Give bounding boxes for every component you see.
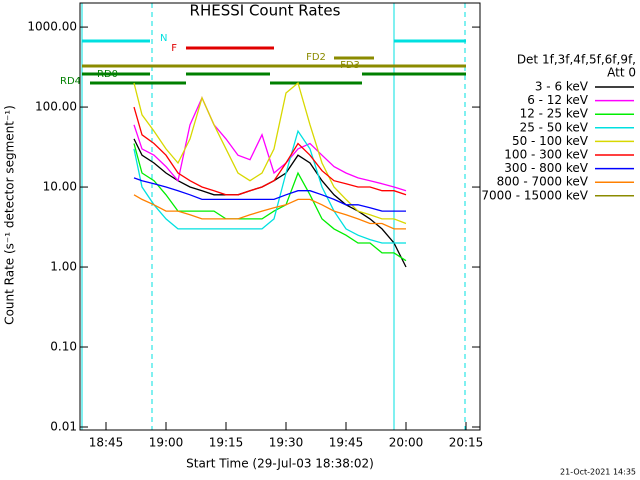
plot-frame [79, 2, 481, 431]
legend-label: 25 - 50 keV [520, 120, 589, 134]
flag-label: RD0 [97, 69, 118, 80]
y-tick-label: 1.00 [50, 260, 77, 274]
legend-header: Att 0 [607, 66, 636, 80]
x-tick-label: 20:00 [389, 436, 424, 450]
flag-label: RD4 [60, 76, 81, 87]
x-tick-label: 20:15 [449, 436, 484, 450]
legend-label: 100 - 300 keV [504, 148, 588, 162]
y-tick-label: 100.00 [35, 100, 77, 114]
legend-label: 300 - 800 keV [504, 161, 588, 175]
flag-label: FD3 [340, 60, 360, 71]
y-tick-label: 0.01 [50, 420, 77, 434]
series-line [133, 81, 407, 225]
flag-label: F [171, 43, 177, 54]
legend-label: 6 - 12 keV [527, 93, 589, 107]
footer: 21-Oct-2021 14:35 [560, 468, 636, 477]
legend-label: 3 - 6 keV [535, 80, 589, 94]
x-tick-label: 19:15 [209, 436, 244, 450]
legend-label: 12 - 25 keV [520, 107, 589, 121]
legend-label: 7000 - 15000 keV [481, 188, 588, 202]
legend-label: 50 - 100 keV [512, 134, 589, 148]
y-tick-label: 10.00 [43, 180, 77, 194]
series-line [133, 194, 406, 230]
y-tick-label: 0.10 [50, 340, 77, 354]
flag-label: FD2 [306, 52, 326, 63]
legend-header: Det 1f,3f,4f,5f,6f,9f, [517, 53, 636, 67]
x-tick-label: 19:30 [269, 436, 304, 450]
y-axis-label: Count Rate (s⁻¹ detector segment⁻¹) [3, 105, 17, 325]
x-tick-label: 19:45 [329, 436, 364, 450]
x-axis-label: Start Time (29-Jul-03 18:38:02) [186, 457, 374, 471]
series-line [133, 177, 406, 212]
flag-label: N [160, 33, 167, 44]
series-line [133, 129, 406, 244]
series-line [133, 106, 407, 196]
chart-title: RHESSI Count Rates [190, 2, 341, 20]
legend-label: 800 - 7000 keV [497, 175, 589, 189]
x-tick-label: 19:00 [149, 436, 184, 450]
x-tick-label: 18:45 [89, 436, 124, 450]
series-line [133, 143, 407, 262]
y-tick-label: 1000.00 [27, 20, 77, 34]
series-line [133, 96, 407, 192]
